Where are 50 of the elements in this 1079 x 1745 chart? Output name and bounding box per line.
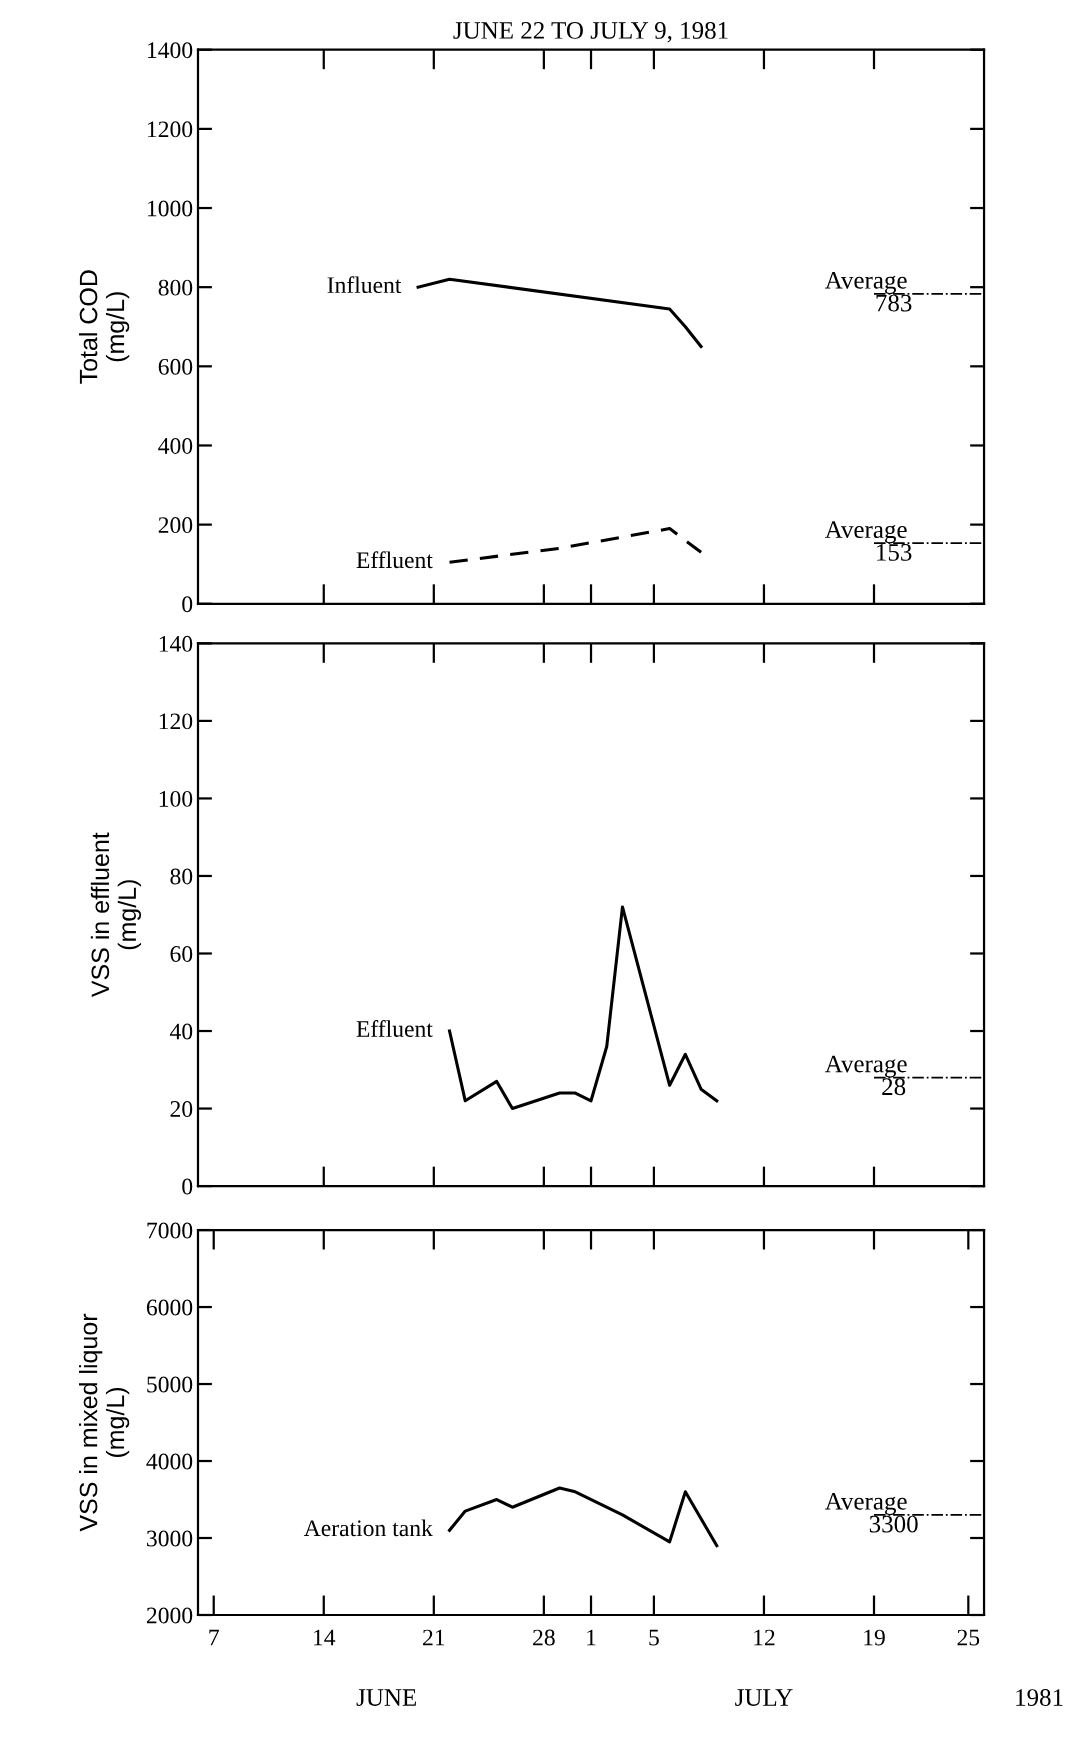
y-tick-label: 600 bbox=[158, 358, 193, 375]
y-tick-label: 5000 bbox=[147, 1376, 193, 1393]
y-tick-label: 1400 bbox=[147, 42, 193, 59]
text: JULY bbox=[735, 1689, 793, 1706]
y-tick-label: 20 bbox=[170, 1101, 193, 1117]
series-label: Aeration tank bbox=[303, 1519, 433, 1537]
y-axis-title: Total COD (mg/L) bbox=[79, 270, 130, 384]
series-label: Effluent bbox=[356, 551, 433, 569]
y-axis-title: VSS in effluent (mg/L) bbox=[90, 832, 142, 998]
series-label: Influent bbox=[327, 276, 402, 294]
y-tick-label: 0 bbox=[182, 1178, 193, 1195]
x-tick-label: 1 bbox=[587, 1629, 596, 1646]
y-tick-label: 80 bbox=[170, 868, 193, 885]
y-tick-label: 1200 bbox=[147, 121, 193, 138]
line-series bbox=[448, 1486, 719, 1548]
line-series bbox=[448, 527, 703, 564]
x-tick-label: 5 bbox=[649, 1629, 659, 1646]
text: JUNE bbox=[356, 1689, 416, 1706]
y-tick-label: 4000 bbox=[146, 1453, 193, 1470]
y-tick-label: 120 bbox=[159, 713, 193, 730]
x-tick-label: 28 bbox=[533, 1629, 555, 1646]
y-tick-label: 60 bbox=[170, 945, 193, 962]
y-tick-label: 40 bbox=[169, 1023, 193, 1040]
y-tick-label: 200 bbox=[158, 517, 193, 534]
y-axis-title: VSS in mixed liquor (mg/L) bbox=[79, 1313, 130, 1532]
x-tick-label: 21 bbox=[423, 1629, 445, 1646]
y-tick-label: 140 bbox=[159, 635, 193, 652]
x-tick-label: 14 bbox=[314, 1629, 336, 1646]
y-tick-label: 6000 bbox=[146, 1299, 193, 1316]
ref-line-label: Average 153 bbox=[824, 521, 912, 561]
x-tick-label: 7 bbox=[209, 1629, 219, 1646]
x-tick-label: 12 bbox=[754, 1629, 775, 1646]
y-tick-label: 100 bbox=[159, 790, 193, 807]
ref-line-label: Average 783 bbox=[824, 272, 912, 312]
y-tick-label: 3000 bbox=[147, 1530, 193, 1547]
y-tick-label: 400 bbox=[158, 437, 193, 454]
ref-line-label: Average 3300 bbox=[824, 1493, 918, 1533]
line-series bbox=[448, 905, 719, 1111]
ref-line-label: Average 28 bbox=[824, 1055, 907, 1096]
x-tick-label: 19 bbox=[864, 1629, 885, 1646]
y-tick-label: 800 bbox=[158, 279, 193, 296]
y-tick-label: 1000 bbox=[147, 200, 193, 217]
y-tick-label: 0 bbox=[182, 596, 193, 613]
series-label: Effluent bbox=[356, 1020, 433, 1037]
text: 1981 bbox=[1016, 1689, 1063, 1706]
line-series bbox=[416, 277, 703, 349]
y-tick-label: 7000 bbox=[147, 1222, 193, 1239]
y-tick-label: 2000 bbox=[146, 1607, 193, 1624]
x-tick-label: 25 bbox=[957, 1629, 980, 1646]
chart-title: JUNE 22 TO JULY 9, 1981 bbox=[453, 22, 728, 43]
